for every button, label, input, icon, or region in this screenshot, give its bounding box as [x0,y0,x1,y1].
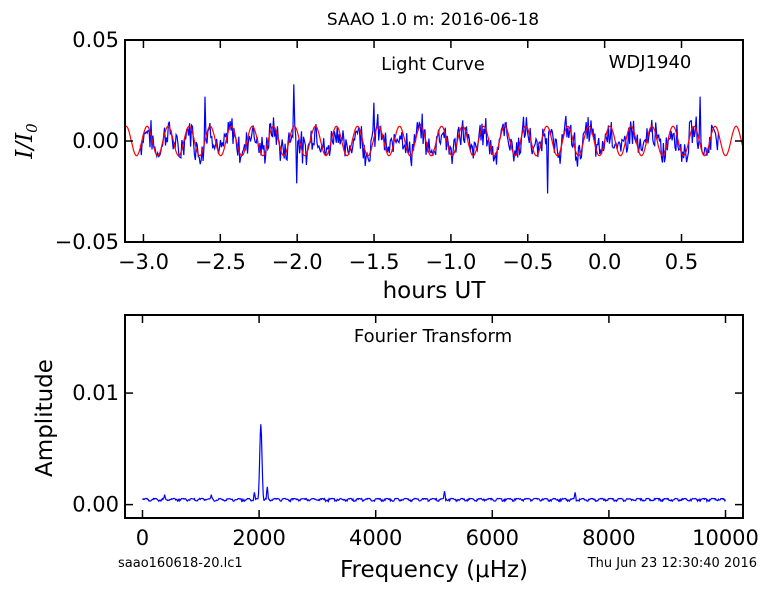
lc-xtick-label: −1.0 [425,250,476,274]
light-curve-annotation: Light Curve [381,54,485,75]
fourier-panel: 0 2000 4000 6000 8000 10000 0.00 0.01 Fourier T… [32,314,759,583]
fourier-frame [124,314,744,519]
fourier-ylabel: Amplitude [32,359,58,477]
figure-title: SAAO 1.0 m: 2016-06-18 [327,10,539,30]
lc-xtick-label: 0.5 [665,250,698,274]
light-curve-panel: −3.0 −2.5 −2.0 −1.5 −1.0 −0.5 0.0 0.5 −0.05 0.00 0… [12,28,744,304]
light-curve-ylabel: I/I0 [12,123,41,160]
light-curve-plot-area [125,84,743,194]
footer-timestamp: Thu Jun 23 12:30:40 2016 [587,556,757,571]
lc-xtick-label: −3.0 [118,250,169,274]
ft-xtick-label: 10000 [692,526,759,550]
ft-ytick-label: 0.01 [72,381,119,405]
lc-xtick-label: −2.5 [195,250,246,274]
lc-xtick-label: −0.5 [502,250,553,274]
lc-xtick-label: −2.0 [272,250,323,274]
ft-xtick-label: 0 [136,526,149,550]
fourier-annotation: Fourier Transform [354,326,512,347]
light-curve-data-line [139,84,719,194]
light-curve-ylabel-main: I/I [12,132,38,160]
light-curve-model-line [125,125,743,157]
ft-xtick-label: 8000 [582,526,635,550]
light-curve-ylabel-subscript: 0 [23,123,41,133]
lc-ytick-label: 0.05 [72,28,119,52]
lc-xtick-label: 0.0 [588,250,621,274]
lc-xtick-label: −1.5 [349,250,400,274]
footer-filename: saao160618-20.lc1 [118,556,243,571]
fourier-ticks: 0 2000 4000 6000 8000 10000 0.00 0.01 [72,315,759,550]
fourier-plot-area [142,424,727,504]
ft-xtick-label: 6000 [466,526,519,550]
light-curve-ticks: −3.0 −2.5 −2.0 −1.5 −1.0 −0.5 0.0 0.5 −0.05 0.00 0… [55,28,743,274]
target-name-annotation: WDJ1940 [609,52,692,73]
ft-xtick-label: 2000 [232,526,285,550]
lc-ytick-label: −0.05 [55,230,119,254]
fourier-spectrum-line [142,424,727,504]
ft-xtick-label: 4000 [349,526,402,550]
lc-ytick-label: 0.00 [72,129,119,153]
fourier-xlabel: Frequency (μHz) [340,557,528,583]
light-curve-xlabel: hours UT [383,278,487,304]
ft-ytick-label: 0.00 [72,493,119,517]
